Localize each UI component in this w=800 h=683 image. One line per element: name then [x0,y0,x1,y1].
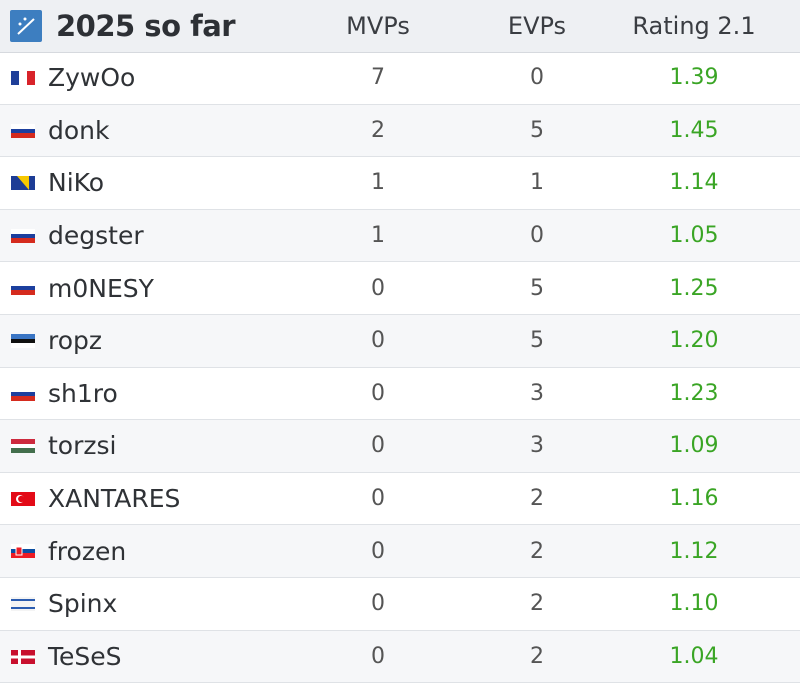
player-name[interactable]: ZywOo [48,63,136,93]
evp-count: 3 [530,380,544,406]
mvp-count: 0 [371,275,385,301]
country-flag [11,544,35,559]
header-icon [10,10,42,42]
country-flag [11,281,35,296]
rating-value: 1.12 [669,538,719,564]
table-row: sh1ro 0 3 1.23 [0,368,800,421]
table-row: XANTARES 0 2 1.16 [0,473,800,526]
table-row: ropz 0 5 1.20 [0,315,800,368]
rating-value: 1.10 [669,591,719,617]
player-name[interactable]: torzsi [48,431,117,461]
rating-value: 1.20 [669,328,719,354]
column-header: Rating 2.1 [632,12,756,40]
rating-value: 1.45 [669,117,719,143]
country-flag [11,649,35,664]
rating-value: 1.14 [669,170,719,196]
mvp-count: 0 [371,538,385,564]
player-name[interactable]: Spinx [48,589,118,619]
player-name[interactable]: ropz [48,326,103,356]
mvp-count: 0 [371,591,385,617]
player-name[interactable]: XANTARES [48,484,181,514]
player-name[interactable]: donk [48,115,110,145]
mvp-count: 0 [371,380,385,406]
table-row: m0NESY 0 5 1.25 [0,262,800,315]
column-header: EVPs [507,12,567,40]
evp-count: 5 [530,117,544,143]
table-header: 2025 so far MVPs EVPs Rating 2.1 [0,0,800,53]
rating-value: 1.23 [669,380,719,406]
mvp-count: 2 [371,117,385,143]
table-row: Spinx 0 2 1.10 [0,578,800,631]
mvp-count: 0 [371,328,385,354]
mvp-count: 1 [371,170,385,196]
player-name[interactable]: NiKo [48,168,105,198]
evp-count: 2 [530,643,544,669]
rating-value: 1.25 [669,275,719,301]
mvp-count: 0 [371,643,385,669]
player-name[interactable]: m0NESY [48,273,154,303]
country-flag [11,176,35,191]
rating-value: 1.04 [669,643,719,669]
table-row: degster 1 0 1.05 [0,209,800,263]
table-row: ZywOo 7 0 1.39 [0,52,800,105]
country-flag [11,71,35,85]
table-row: torzsi 0 3 1.09 [0,420,800,473]
country-flag [11,597,35,611]
player-name[interactable]: frozen [48,536,127,566]
evp-count: 2 [530,591,544,617]
mvp-count: 0 [371,433,385,459]
evp-count: 0 [530,223,544,249]
country-flag [11,491,35,506]
mvp-count: 7 [371,65,385,91]
rating-value: 1.09 [669,433,719,459]
country-flag [11,439,35,454]
table-row: frozen 0 2 1.12 [0,525,800,578]
evp-count: 2 [530,538,544,564]
header-title: 2025 so far [56,9,236,43]
rating-value: 1.05 [669,223,719,249]
country-flag [11,386,35,401]
player-name[interactable]: sh1ro [48,378,118,408]
player-name[interactable]: degster [48,221,144,251]
evp-count: 5 [530,275,544,301]
country-flag [11,228,35,243]
country-flag [11,123,35,138]
evp-count: 1 [530,170,544,196]
table-row: TeSeS 0 2 1.04 [0,630,800,683]
table-row: NiKo 1 1 1.14 [0,157,800,210]
evp-count: 3 [530,433,544,459]
player-name[interactable]: TeSeS [48,641,122,671]
mvp-count: 0 [371,486,385,512]
country-flag [11,334,35,348]
table-row: donk 2 5 1.45 [0,104,800,158]
evp-count: 2 [530,486,544,512]
mvp-count: 1 [371,223,385,249]
rating-value: 1.39 [669,65,719,91]
rating-value: 1.16 [669,486,719,512]
evp-count: 0 [530,65,544,91]
evp-count: 5 [530,328,544,354]
column-header: MVPs [346,12,410,40]
